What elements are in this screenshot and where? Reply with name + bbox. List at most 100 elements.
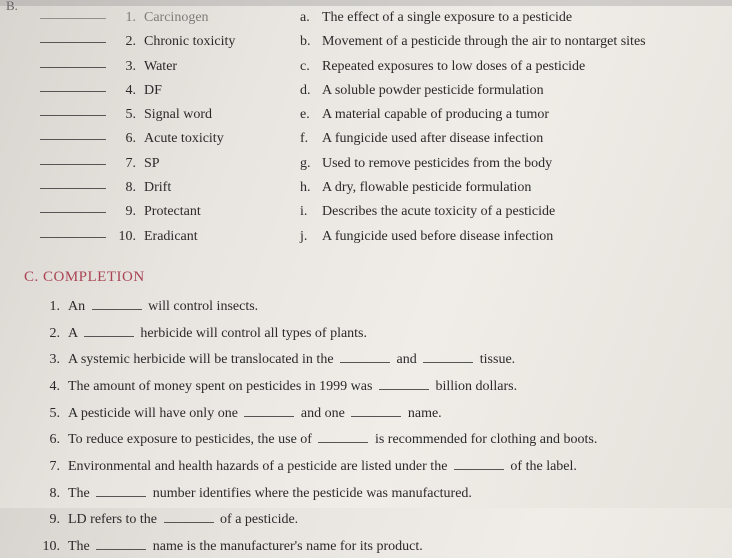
term-text: Water [144, 57, 177, 77]
answer-blank[interactable] [40, 115, 106, 116]
definition-text: A soluble powder pesticide formulation [322, 81, 544, 101]
definition-text: A material capable of producing a tumor [322, 105, 549, 125]
matching-defs-column: a.The effect of a single exposure to a p… [300, 8, 704, 251]
definition-row: h.A dry, flowable pesticide formulation [300, 178, 704, 198]
completion-row: 10. The name is the manufacturer's name f… [38, 536, 704, 558]
answer-blank[interactable] [40, 237, 106, 238]
definition-row: c.Repeated exposures to low doses of a p… [300, 57, 704, 77]
fill-blank[interactable] [96, 484, 146, 497]
completion-number: 7. [38, 456, 60, 478]
answer-blank[interactable] [40, 42, 106, 43]
completion-number: 10. [38, 536, 60, 558]
completion-row: 3.A systemic herbicide will be transloca… [38, 349, 704, 371]
definition-row: e.A material capable of producing a tumo… [300, 105, 704, 125]
fill-blank[interactable] [423, 351, 473, 364]
page-top-edge [0, 0, 732, 6]
fill-blank[interactable] [454, 458, 504, 471]
fill-blank[interactable] [340, 351, 390, 364]
definition-text: Repeated exposures to low doses of a pes… [322, 57, 585, 77]
definition-row: d.A soluble powder pesticide formulation [300, 81, 704, 101]
completion-number: 5. [38, 403, 60, 425]
definition-letter: h. [300, 178, 318, 198]
term-text: Signal word [144, 105, 212, 125]
term-number: 3. [114, 57, 136, 77]
definition-text: Used to remove pesticides from the body [322, 154, 552, 174]
match-row: 6.Acute toxicity [40, 129, 280, 149]
fill-blank[interactable] [92, 297, 142, 310]
definition-row: i.Describes the acute toxicity of a pest… [300, 202, 704, 222]
definition-letter: c. [300, 57, 318, 77]
answer-blank[interactable] [40, 164, 106, 165]
answer-blank[interactable] [40, 67, 106, 68]
fill-blank[interactable] [379, 377, 429, 390]
completion-row: 4. The amount of money spent on pesticide… [38, 376, 704, 398]
answer-blank[interactable] [40, 212, 106, 213]
completion-number: 4. [38, 376, 60, 398]
completion-text: The amount of money spent on pesticides … [68, 376, 517, 398]
term-number: 2. [114, 32, 136, 52]
matching-section: 1. Carcinogen 2.Chronic toxicity3.Water4… [20, 8, 704, 251]
fill-blank[interactable] [84, 324, 134, 337]
term-text: Eradicant [144, 227, 198, 247]
match-row: 3. Water [40, 57, 280, 77]
answer-blank[interactable] [40, 139, 106, 140]
definition-row: a.The effect of a single exposure to a p… [300, 8, 704, 28]
term-text: DF [144, 81, 162, 101]
fill-blank[interactable] [351, 404, 401, 417]
completion-text: The name is the manufacturer's name for … [68, 536, 423, 558]
completion-row: 1.An will control insects. [38, 296, 704, 318]
completion-text: A pesticide will have only one and one n… [68, 403, 442, 425]
completion-text: Environmental and health hazards of a pe… [68, 456, 577, 478]
definition-text: A fungicide used after disease infection [322, 129, 543, 149]
definition-text: Movement of a pesticide through the air … [322, 32, 646, 52]
definition-row: f.A fungicide used after disease infecti… [300, 129, 704, 149]
fill-blank[interactable] [164, 511, 214, 524]
term-text: Drift [144, 178, 171, 198]
answer-blank[interactable] [40, 91, 106, 92]
definition-letter: f. [300, 129, 318, 149]
completion-text: An will control insects. [68, 296, 258, 318]
answer-blank[interactable] [40, 18, 106, 19]
definition-row: b.Movement of a pesticide through the ai… [300, 32, 704, 52]
term-text: Chronic toxicity [144, 32, 235, 52]
completion-number: 8. [38, 483, 60, 505]
section-b-label: B. [6, 0, 18, 14]
term-number: 6. [114, 129, 136, 149]
definition-text: The effect of a single exposure to a pes… [322, 8, 572, 28]
completion-row: 7. Environmental and health hazards of a … [38, 456, 704, 478]
completion-text: The number identifies where the pesticid… [68, 483, 472, 505]
term-number: 5. [114, 105, 136, 125]
definition-letter: g. [300, 154, 318, 174]
completion-text: To reduce exposure to pesticides, the us… [68, 429, 597, 451]
completion-text: LD refers to the of a pesticide. [68, 509, 298, 531]
answer-blank[interactable] [40, 188, 106, 189]
fill-blank[interactable] [96, 538, 146, 551]
definition-text: A dry, flowable pesticide formulation [322, 178, 531, 198]
definition-text: Describes the acute toxicity of a pestic… [322, 202, 555, 222]
completion-row: 8. The number identifies where the pestic… [38, 483, 704, 505]
definition-letter: d. [300, 81, 318, 101]
completion-number: 9. [38, 509, 60, 531]
definition-letter: a. [300, 8, 318, 28]
completion-number: 6. [38, 429, 60, 451]
fill-blank[interactable] [318, 431, 368, 444]
completion-number: 2. [38, 323, 60, 345]
definition-letter: i. [300, 202, 318, 222]
match-row: 10. Eradicant [40, 227, 280, 247]
match-row: 9.Protectant [40, 202, 280, 222]
definition-row: j.A fungicide used before disease infect… [300, 227, 704, 247]
term-text: Protectant [144, 202, 201, 222]
matching-terms-column: 1. Carcinogen 2.Chronic toxicity3.Water4… [40, 8, 280, 251]
match-row: 5. Signal word [40, 105, 280, 125]
term-number: 10. [114, 227, 136, 247]
match-row: 2. Chronic toxicity [40, 32, 280, 52]
completion-row: 2. A herbicide will control all types of … [38, 323, 704, 345]
section-c-heading: C. COMPLETION [24, 269, 704, 286]
match-row: 4.DF [40, 81, 280, 101]
fill-blank[interactable] [244, 404, 294, 417]
term-number: 7. [114, 154, 136, 174]
term-text: Carcinogen [144, 8, 209, 28]
completion-list: 1.An will control insects. 2. A herbicide … [20, 296, 704, 558]
completion-number: 3. [38, 349, 60, 371]
completion-text: A herbicide will control all types of pl… [68, 323, 367, 345]
